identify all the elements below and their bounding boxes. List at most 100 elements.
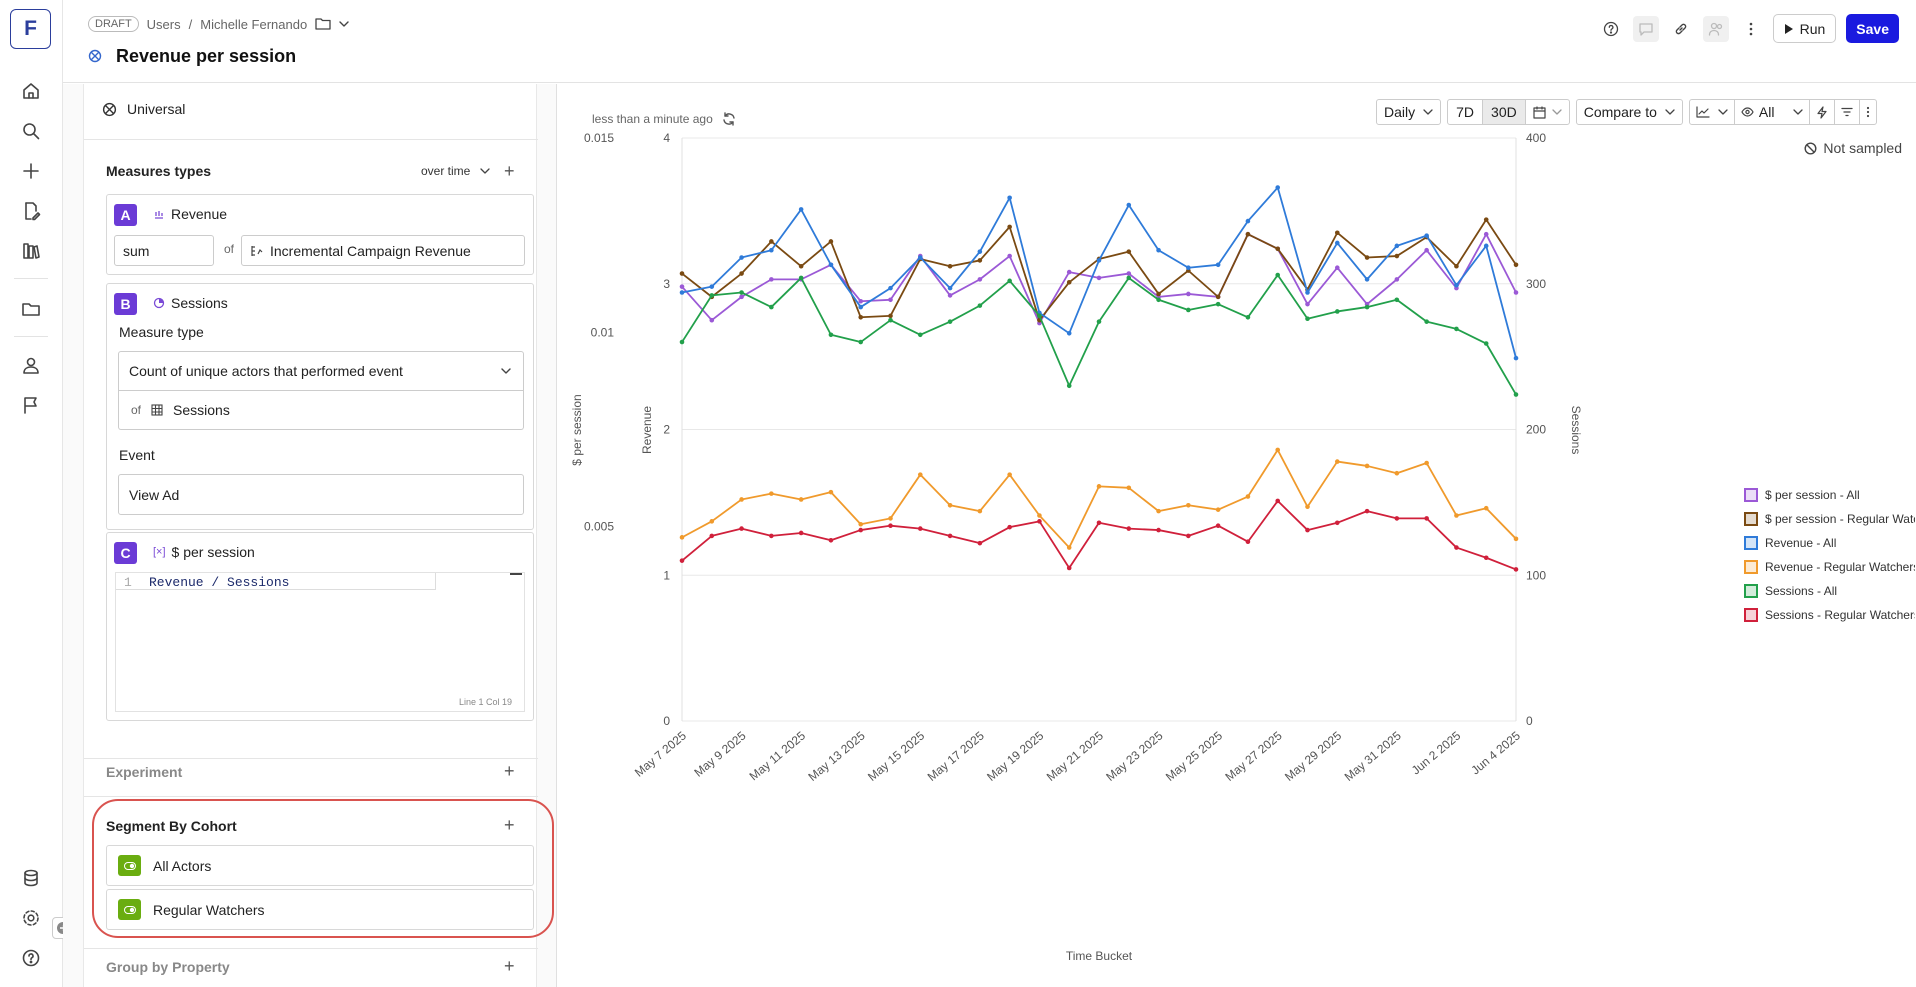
- search-icon[interactable]: [19, 119, 43, 143]
- link-icon[interactable]: [1669, 17, 1693, 41]
- data-point: [1394, 243, 1400, 249]
- add-segment-button[interactable]: +: [504, 815, 515, 835]
- measure-type-select[interactable]: Count of unique actors that performed ev…: [118, 351, 524, 391]
- series-5: [679, 498, 1519, 572]
- plus-icon[interactable]: [19, 159, 43, 183]
- universal-selector[interactable]: Universal: [102, 101, 185, 117]
- legend-label: Sessions - All: [1765, 584, 1838, 598]
- series-0: [679, 231, 1519, 326]
- legend-item[interactable]: $ per session - Regular Watchers: [1744, 512, 1915, 526]
- filter-button[interactable]: [1835, 100, 1861, 124]
- chart-type-dropdown[interactable]: [1690, 100, 1735, 124]
- data-point: [1275, 272, 1281, 278]
- user-icon[interactable]: [19, 353, 43, 377]
- legend-item[interactable]: Sessions - Regular Watchers: [1744, 608, 1915, 622]
- data-point: [1275, 246, 1281, 252]
- measure-type-label: Measure type: [119, 324, 204, 340]
- range-7d-button[interactable]: 7D: [1448, 100, 1484, 124]
- range-30d-button[interactable]: 30D: [1483, 100, 1526, 124]
- data-point: [739, 271, 744, 276]
- compare-to-dropdown[interactable]: Compare to: [1575, 99, 1683, 125]
- data-point: [888, 285, 893, 291]
- legend-item[interactable]: Revenue - All: [1744, 536, 1836, 550]
- add-measure-button[interactable]: +: [504, 161, 515, 181]
- event-select[interactable]: View Ad: [118, 474, 524, 515]
- data-point: [1424, 233, 1429, 238]
- formula-editor[interactable]: 1 Revenue / Sessions Line 1 Col 19: [115, 572, 525, 712]
- measure-name-a[interactable]: Revenue: [153, 206, 227, 222]
- data-point: [1096, 319, 1102, 324]
- chevron-down-icon: [501, 368, 511, 374]
- cohort-toggle-icon[interactable]: [118, 855, 141, 876]
- data-point: [679, 339, 685, 345]
- folder-icon[interactable]: [315, 17, 331, 31]
- chevron-down-icon[interactable]: [339, 20, 349, 28]
- edit-doc-icon[interactable]: [19, 199, 43, 223]
- breadcrumb-owner[interactable]: Michelle Fernando: [200, 16, 308, 32]
- breadcrumb-users[interactable]: Users: [146, 16, 181, 32]
- over-time-dropdown[interactable]: over time: [421, 164, 491, 178]
- data-point: [947, 319, 953, 324]
- segment-regular-watchers[interactable]: Regular Watchers: [106, 889, 534, 930]
- data-point: [798, 530, 804, 536]
- folder-icon[interactable]: [19, 297, 43, 321]
- visibility-dropdown[interactable]: All: [1735, 100, 1811, 124]
- date-picker-button[interactable]: [1526, 100, 1569, 124]
- data-point: [1513, 392, 1519, 397]
- comment-icon[interactable]: [1632, 15, 1659, 42]
- data-point: [798, 497, 804, 502]
- aggregation-select[interactable]: sum: [114, 235, 214, 266]
- measure-card-c: C [×] $ per session 1 Revenue / Sessions…: [106, 532, 534, 721]
- flag-icon[interactable]: [19, 393, 43, 417]
- granularity-dropdown[interactable]: Daily: [1376, 99, 1442, 125]
- data-point: [769, 533, 774, 539]
- settings-icon[interactable]: [19, 906, 43, 930]
- y-tick-sessions: 300: [1526, 277, 1546, 291]
- legend-item[interactable]: Sessions - All: [1744, 584, 1837, 598]
- legend-item[interactable]: Revenue - Regular Watchers: [1744, 560, 1915, 574]
- lightning-button[interactable]: [1810, 100, 1836, 124]
- run-button[interactable]: Run: [1772, 14, 1837, 43]
- data-point: [1126, 249, 1132, 254]
- revenue-field-select[interactable]: Incremental Campaign Revenue: [241, 235, 525, 266]
- home-icon[interactable]: [19, 79, 43, 103]
- page-title[interactable]: Revenue per session: [116, 46, 297, 66]
- data-point: [739, 526, 744, 531]
- app-logo[interactable]: F: [10, 9, 51, 49]
- measure-name-a-label: Revenue: [171, 206, 228, 222]
- sampling-status: Not sampled: [1804, 140, 1902, 156]
- more-options-button[interactable]: [1860, 100, 1876, 124]
- measure-of-select[interactable]: of Sessions: [118, 390, 524, 430]
- chevron-down-icon: [1793, 109, 1804, 115]
- more-vertical-icon[interactable]: [1739, 17, 1763, 41]
- data-point: [798, 207, 804, 212]
- divider: [84, 796, 538, 797]
- measure-name-b[interactable]: Sessions: [153, 295, 228, 311]
- add-group-button[interactable]: +: [504, 956, 515, 976]
- refresh-icon[interactable]: [721, 111, 737, 127]
- help-icon[interactable]: [1599, 17, 1623, 41]
- over-time-label: over time: [421, 164, 471, 178]
- share-users-icon[interactable]: [1702, 15, 1729, 42]
- database-icon[interactable]: [19, 866, 43, 890]
- library-icon[interactable]: [19, 239, 43, 263]
- cohort-toggle-icon[interactable]: [118, 899, 141, 920]
- legend-label: $ per session - All: [1765, 488, 1860, 502]
- save-button[interactable]: Save: [1846, 14, 1899, 43]
- data-point: [828, 239, 834, 244]
- editor-scrollbar[interactable]: [510, 573, 522, 575]
- data-point: [1305, 301, 1310, 307]
- data-point: [1096, 484, 1102, 489]
- help-icon[interactable]: [19, 946, 43, 970]
- add-experiment-button[interactable]: +: [504, 761, 515, 781]
- legend-item[interactable]: $ per session - All: [1744, 488, 1860, 502]
- segment-all-actors[interactable]: All Actors: [106, 845, 534, 886]
- measure-card-a: A Revenue sum of Incremental Campaign Re…: [106, 194, 534, 275]
- line-chart[interactable]: 4 3 2 1 0 0.015 0.01 0.005 400 300 200 100 0 $ per se…: [557, 84, 1916, 987]
- data-point: [1215, 523, 1221, 528]
- formula-text[interactable]: Revenue / Sessions: [149, 575, 290, 590]
- data-point: [1007, 278, 1012, 284]
- measure-name-c[interactable]: [×] $ per session: [153, 544, 255, 560]
- run-button-label: Run: [1799, 20, 1826, 37]
- data-point: [1483, 217, 1489, 222]
